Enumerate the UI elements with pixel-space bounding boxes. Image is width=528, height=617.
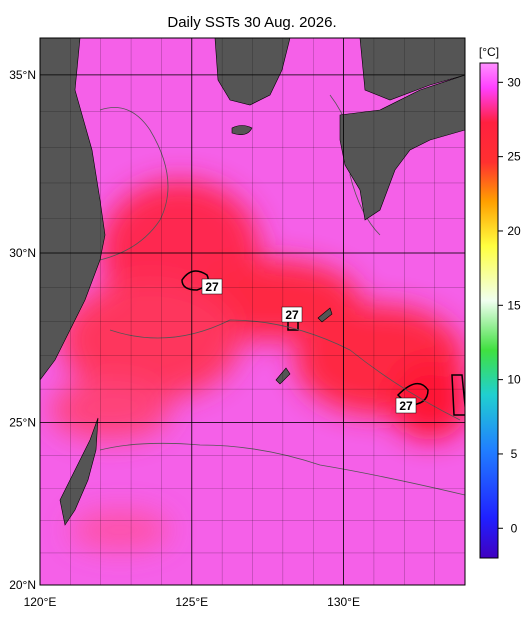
lat-label: 20°N [9,578,36,592]
colorbar-tick-label: 0 [511,521,518,535]
colorbar-tick-label: 25 [507,150,521,164]
colorbar-tick-label: 5 [511,447,518,461]
contour-label-box [201,278,223,295]
colorbar-unit: [°C] [479,45,499,59]
colorbar-tick-label: 30 [507,75,521,89]
contour-label: 27 [399,399,413,413]
lat-label: 30°N [9,246,36,260]
colorbar-tick-label: 20 [507,224,521,238]
lon-label: 125°E [175,595,208,609]
lon-label: 120°E [24,595,57,609]
sst-field [40,38,465,585]
contour-label-box [395,397,417,414]
contour-label-box [281,306,303,323]
colorbar-tick-label: 15 [507,298,521,312]
lon-label: 130°E [327,595,360,609]
lat-label: 25°N [9,415,36,429]
contour-label: 27 [205,280,219,294]
lat-label: 35°N [9,68,36,82]
title: Daily SSTs 30 Aug. 2026. [167,14,336,31]
contour-label: 27 [285,308,299,322]
colorbar [479,62,499,559]
colorbar-tick-label: 10 [507,373,521,387]
